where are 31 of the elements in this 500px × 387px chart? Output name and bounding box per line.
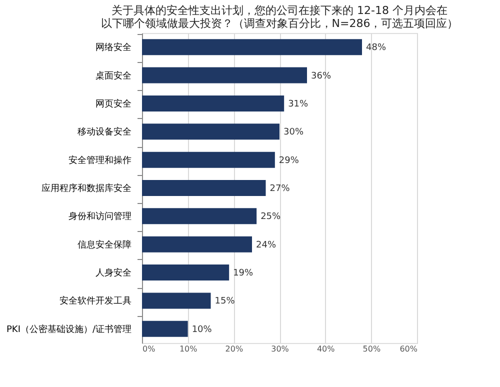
- x-tick-label: 10%: [179, 344, 198, 354]
- y-tick-label: 移动设备安全: [78, 126, 132, 138]
- x-tick-label: 30%: [271, 344, 290, 354]
- data-label: 27%: [270, 184, 290, 194]
- data-label: 36%: [311, 71, 332, 82]
- x-tick-label: 0%: [142, 344, 156, 354]
- y-tick-label: PKI（公密基础设施）/证书管理: [6, 324, 132, 335]
- data-label: 19%: [233, 268, 254, 279]
- data-label: 29%: [278, 156, 300, 166]
- y-tick-label: 身份和访问管理: [68, 211, 132, 222]
- y-tick-label: 安全软件开发工具: [60, 296, 132, 307]
- text: 关于具体的安全性支出计划，您的公司在接下来的 12-18 个月内会在: [112, 4, 448, 17]
- y-tick-label: 网页安全: [96, 98, 132, 110]
- data-label: 10%: [192, 324, 212, 335]
- y-tick-label: 桌面安全: [96, 70, 132, 82]
- y-tick-label: 信息安全保障: [78, 239, 132, 250]
- x-tick-label: 50%: [362, 344, 381, 354]
- x-tick-label: 20%: [225, 344, 244, 354]
- x-tick-label: 40%: [316, 344, 336, 354]
- data-label: 30%: [284, 128, 304, 138]
- y-tick-label: 网络安全: [96, 42, 132, 54]
- data-label: 48%: [366, 43, 386, 54]
- text: 以下哪个领域做最大投资？（调查对象百分比，N=286，可选五项回应）: [100, 17, 458, 30]
- data-label: 24%: [256, 240, 276, 250]
- data-label: 31%: [288, 99, 309, 110]
- data-label: 25%: [260, 212, 282, 222]
- y-tick-label: 应用程序和数据库安全: [42, 183, 132, 194]
- y-tick-label: 人身安全: [96, 268, 132, 279]
- y-tick-label: 安全管理和操作: [68, 154, 132, 166]
- data-label: 15%: [214, 296, 236, 307]
- x-tick-label: 60%: [400, 344, 418, 354]
